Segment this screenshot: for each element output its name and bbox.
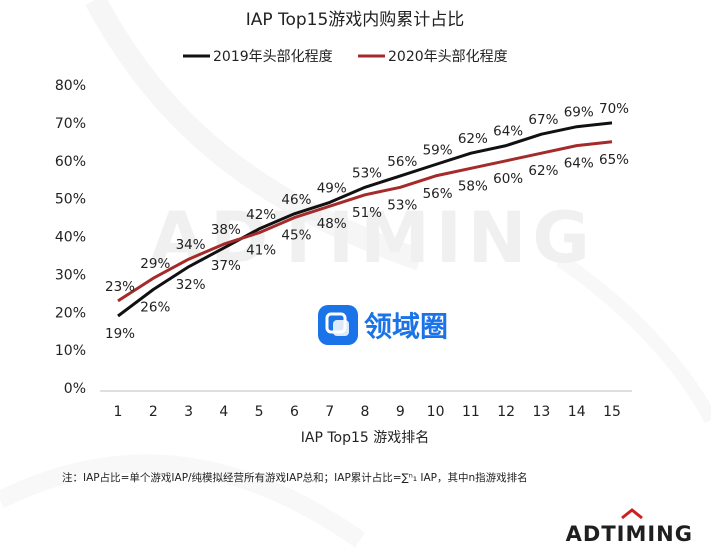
data-label: 58% — [458, 178, 488, 194]
y-tick-label: 0% — [64, 381, 86, 397]
data-label: 42% — [246, 207, 276, 223]
y-tick-label: 40% — [55, 230, 86, 246]
x-tick-label: 13 — [533, 404, 551, 420]
data-label: 60% — [493, 171, 523, 187]
data-label: 56% — [387, 154, 417, 170]
watermark-text: 领域圈 — [364, 310, 448, 343]
data-label: 53% — [387, 197, 417, 213]
x-tick-label: 3 — [184, 404, 193, 420]
data-label: 53% — [352, 165, 382, 181]
x-tick-label: 4 — [219, 404, 228, 420]
series-line-2019 — [117, 121, 613, 318]
x-tick-label: 6 — [290, 404, 299, 420]
x-tick-label: 8 — [361, 404, 370, 420]
x-axis-title: IAP Top15 游戏排名 — [301, 430, 430, 446]
data-label: 26% — [140, 300, 170, 316]
data-label: 45% — [281, 228, 311, 244]
data-label: 69% — [564, 105, 594, 121]
x-tick-label: 14 — [568, 404, 586, 420]
x-tick-label: 7 — [325, 404, 334, 420]
x-tick-label: 11 — [462, 404, 480, 420]
brand-logo: ADTIMING — [566, 508, 693, 546]
lingyuquan-watermark: 领域圈 — [318, 305, 448, 345]
x-tick-label: 10 — [427, 404, 445, 420]
y-tick-label: 80% — [55, 78, 86, 94]
y-tick-label: 60% — [55, 154, 86, 170]
data-label: 32% — [176, 277, 206, 293]
data-label: 38% — [211, 222, 241, 238]
y-tick-label: 70% — [55, 116, 86, 132]
x-tick-label: 15 — [603, 404, 621, 420]
data-label: 19% — [105, 326, 135, 342]
data-label: 59% — [423, 143, 453, 159]
x-tick-label: 2 — [149, 404, 158, 420]
legend: 2019年头部化程度 2020年头部化程度 — [183, 49, 508, 65]
data-label: 49% — [317, 180, 347, 196]
x-tick-label: 5 — [255, 404, 264, 420]
data-label: 51% — [352, 205, 382, 221]
y-tick-label: 30% — [55, 267, 86, 283]
brand-logo-accent-icon — [621, 508, 643, 520]
brand-watermark-background: ADTIMING — [150, 197, 596, 279]
footnote: 注：IAP占比=单个游戏IAP/纯模拟经营所有游戏IAP总和；IAP累计占比=∑… — [62, 471, 528, 484]
data-label: 67% — [528, 112, 558, 128]
x-axis-ticks: 1 2 3 4 5 6 7 8 9 10 11 12 13 14 15 — [114, 404, 621, 420]
y-tick-label: 20% — [55, 305, 86, 321]
y-axis-ticks: 0% 10% 20% 30% 40% 50% 60% 70% 80% — [55, 78, 86, 397]
data-label: 56% — [423, 186, 453, 202]
legend-label-2020: 2020年头部化程度 — [388, 49, 508, 65]
x-tick-label: 12 — [497, 404, 515, 420]
data-label: 34% — [176, 237, 206, 253]
data-label: 62% — [458, 131, 488, 147]
series-line-2020 — [117, 140, 613, 303]
data-label: 62% — [528, 163, 558, 179]
y-tick-label: 10% — [55, 343, 86, 359]
data-label: 48% — [317, 216, 347, 232]
x-tick-label: 9 — [396, 404, 405, 420]
data-label: 29% — [140, 256, 170, 272]
brand-logo-text: ADTIMING — [566, 522, 693, 546]
data-label: 65% — [599, 152, 629, 168]
chart-title: IAP Top15游戏内购累计占比 — [246, 10, 465, 30]
data-label: 41% — [246, 243, 276, 259]
y-tick-label: 50% — [55, 192, 86, 208]
data-label: 37% — [211, 258, 241, 274]
data-label: 70% — [599, 101, 629, 117]
data-label: 23% — [105, 279, 135, 295]
data-label: 64% — [493, 124, 523, 140]
data-label: 64% — [564, 156, 594, 172]
series-lines — [117, 121, 613, 318]
x-tick-label: 1 — [114, 404, 123, 420]
data-label: 46% — [281, 192, 311, 208]
legend-label-2019: 2019年头部化程度 — [213, 49, 333, 65]
data-labels: 19% 23% 26% 29% 32% 34% 37% 38% 42% 41% 46% 45% 49% 4… — [105, 101, 629, 342]
